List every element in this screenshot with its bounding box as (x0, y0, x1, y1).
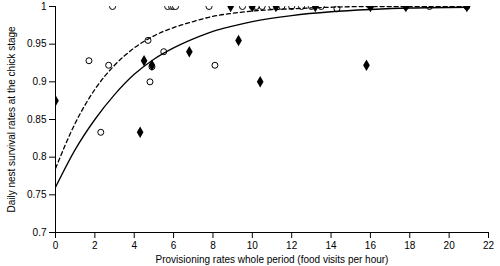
svg-text:22: 22 (483, 240, 495, 251)
svg-text:Provisioning rates whole perio: Provisioning rates whole period (food vi… (156, 254, 389, 265)
svg-text:8: 8 (210, 240, 216, 251)
svg-text:0.8: 0.8 (33, 151, 47, 162)
svg-text:0.9: 0.9 (33, 76, 47, 87)
svg-text:14: 14 (325, 240, 337, 251)
svg-text:12: 12 (286, 240, 298, 251)
svg-text:0: 0 (53, 240, 59, 251)
svg-text:6: 6 (171, 240, 177, 251)
svg-text:18: 18 (404, 240, 416, 251)
svg-text:4: 4 (131, 240, 137, 251)
svg-text:20: 20 (444, 240, 456, 251)
svg-text:Daily nest survival rates at t: Daily nest survival rates at the chick s… (6, 26, 17, 213)
svg-text:0.95: 0.95 (27, 38, 47, 49)
svg-text:0.75: 0.75 (27, 189, 47, 200)
svg-text:0.85: 0.85 (27, 114, 47, 125)
svg-text:16: 16 (365, 240, 377, 251)
svg-text:10: 10 (247, 240, 259, 251)
svg-text:2: 2 (92, 240, 98, 251)
svg-text:0.7: 0.7 (33, 227, 47, 238)
svg-text:1: 1 (41, 1, 47, 12)
